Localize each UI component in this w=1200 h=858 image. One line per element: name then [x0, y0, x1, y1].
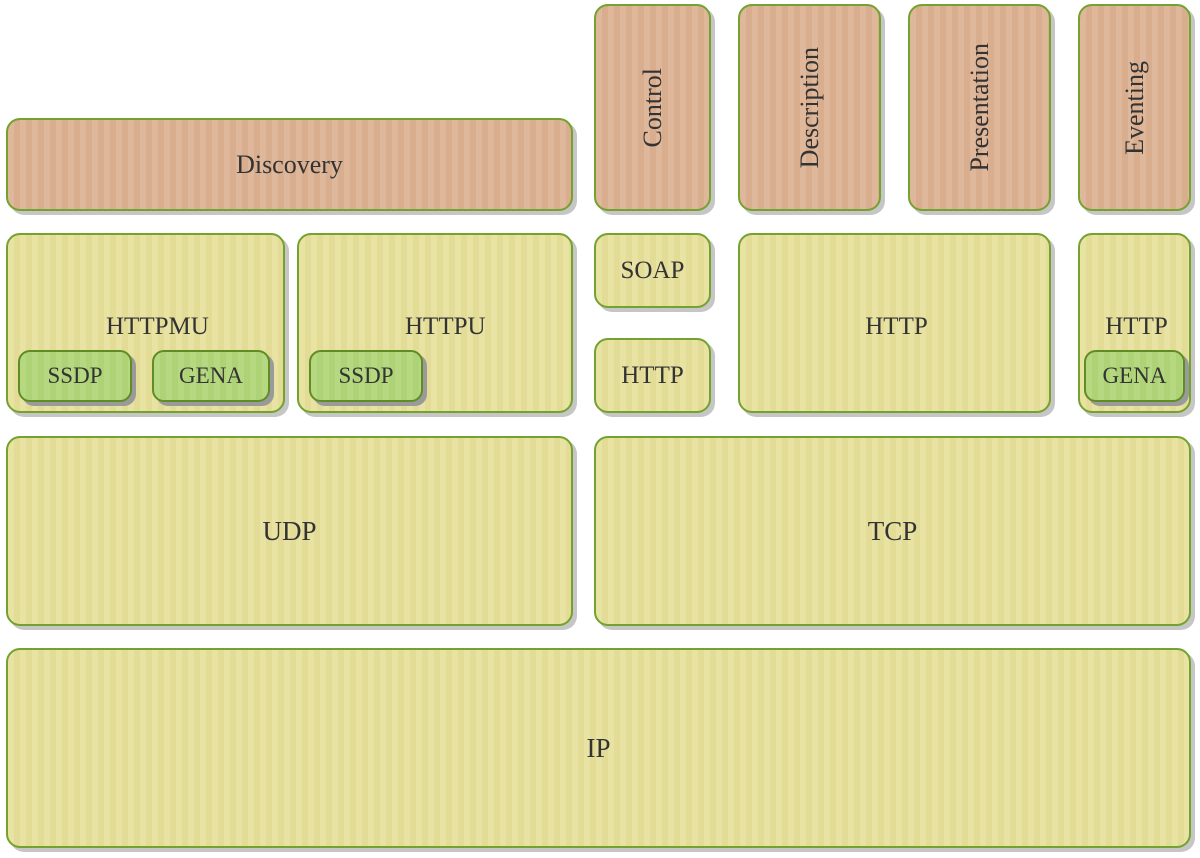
protocol-stack-diagram: Discovery Control Description Presentation E… — [0, 0, 1200, 858]
httpmu-label: HTTPMU — [106, 313, 209, 341]
ssdp1-label: SSDP — [48, 363, 103, 389]
description-label: Description — [795, 47, 825, 168]
udp-box: UDP — [6, 436, 573, 626]
soap-box: SOAP — [594, 233, 711, 308]
gena1-label: GENA — [179, 363, 243, 389]
http-ctrl-label: HTTP — [621, 362, 684, 390]
discovery-box: Discovery — [6, 118, 573, 211]
discovery-label: Discovery — [236, 150, 343, 180]
control-box: Control — [594, 4, 711, 211]
http-ctrl-box: HTTP — [594, 338, 711, 413]
ip-box: IP — [6, 648, 1191, 848]
presentation-label: Presentation — [965, 43, 995, 172]
http-main-label: HTTP — [865, 313, 928, 341]
gena1-box: GENA — [152, 350, 270, 402]
presentation-box: Presentation — [908, 4, 1051, 211]
gena2-box: GENA — [1084, 350, 1185, 402]
soap-label: SOAP — [621, 257, 685, 285]
ssdp1-box: SSDP — [18, 350, 132, 402]
eventing-label: Eventing — [1120, 61, 1150, 155]
http-main-box: HTTP — [738, 233, 1051, 413]
ssdp2-label: SSDP — [339, 363, 394, 389]
ssdp2-box: SSDP — [309, 350, 423, 402]
tcp-box: TCP — [594, 436, 1191, 626]
ip-label: IP — [586, 733, 610, 764]
udp-label: UDP — [262, 516, 316, 547]
tcp-label: TCP — [868, 516, 918, 547]
gena2-label: GENA — [1103, 363, 1167, 389]
eventing-box: Eventing — [1078, 4, 1191, 211]
control-label: Control — [638, 68, 668, 147]
httpu-label: HTTPU — [405, 313, 486, 341]
http-evt-label: HTTP — [1105, 313, 1168, 341]
description-box: Description — [738, 4, 881, 211]
